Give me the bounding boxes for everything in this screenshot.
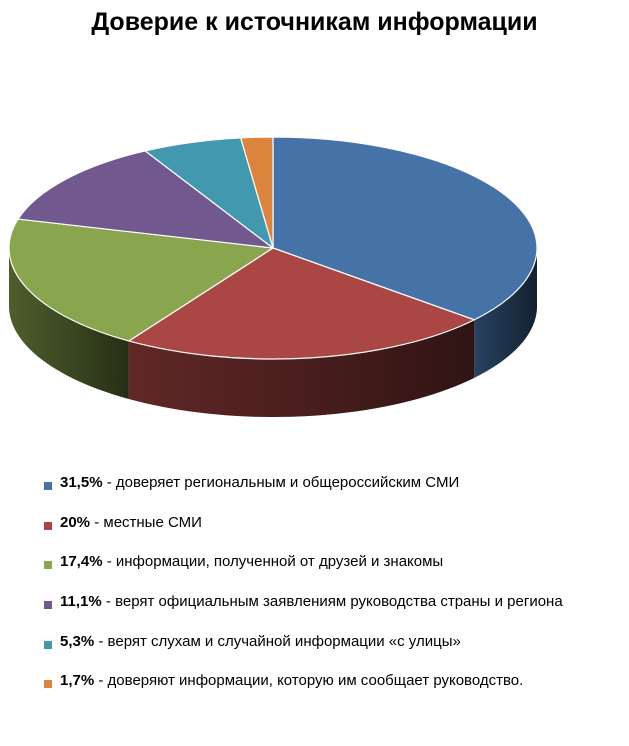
legend-category-label: верят официальным заявлениям руководства… <box>115 593 563 611</box>
pie-slice-1 <box>128 247 475 360</box>
legend-separator: - <box>94 632 108 650</box>
legend-text: 31,5% - доверяет региональным и общеросс… <box>60 474 459 491</box>
legend-item: 11,1% - верят официальным заявлениям рук… <box>44 593 624 633</box>
pie-slice-3 <box>17 150 274 249</box>
pie-sides <box>9 248 537 417</box>
legend-swatch <box>44 601 52 610</box>
legend-separator: - <box>102 553 116 571</box>
legend-text: 20% - местные СМИ <box>60 514 202 531</box>
legend-item: 5,3% - верят слухам и случайной информац… <box>44 633 624 673</box>
legend-swatch <box>44 640 52 649</box>
pie-side-shade-1 <box>128 319 475 417</box>
legend-item: 20% - местные СМИ <box>44 514 624 554</box>
legend-text: 1,7% - доверяют информации, которую им с… <box>60 672 523 689</box>
legend-value-label: 11,1% <box>60 593 102 611</box>
legend-swatch <box>44 521 52 530</box>
pie-slice-0 <box>272 136 538 321</box>
legend-item: 1,7% - доверяют информации, которую им с… <box>44 672 624 712</box>
legend-separator: - <box>90 513 104 531</box>
legend-swatch <box>44 680 52 689</box>
legend-value-label: 31,5% <box>60 474 103 491</box>
legend-text: 11,1% - верят официальным заявлениям рук… <box>60 593 563 610</box>
legend-value-label: 20% <box>60 513 91 531</box>
chart-title: Доверие к источникам информации <box>91 8 538 36</box>
legend-value-label: 1,7% <box>60 672 95 690</box>
legend-swatch <box>44 482 52 490</box>
legend-value-label: 17,4% <box>60 553 103 571</box>
legend-item: 17,4% - информации, полученной от друзей… <box>44 553 624 593</box>
pie-slice-5 <box>240 136 274 249</box>
legend-separator: - <box>94 672 108 690</box>
legend-category-label: местные СМИ <box>103 513 202 531</box>
legend-text: 5,3% - верят слухам и случайной информац… <box>60 633 461 650</box>
pie-side-shade-2 <box>9 248 129 399</box>
legend: 31,5% - доверяет региональным и общеросс… <box>44 474 624 712</box>
pie-side-shade-0 <box>474 248 537 378</box>
pie-tops <box>8 136 538 360</box>
pie-slice-2 <box>8 218 274 342</box>
legend-separator: - <box>101 593 116 611</box>
legend-category-label: верят слухам и случайной информации «с у… <box>107 632 461 650</box>
legend-separator: - <box>102 474 116 491</box>
pie-chart <box>8 136 538 417</box>
legend-swatch <box>44 561 52 570</box>
legend-value-label: 5,3% <box>60 632 95 650</box>
legend-category-label: доверяет региональным и общероссийским С… <box>115 474 460 491</box>
legend-category-label: информации, полученной от друзей и знако… <box>115 553 444 571</box>
legend-item: 31,5% - доверяет региональным и общеросс… <box>44 474 624 514</box>
legend-category-label: доверяют информации, которую им сообщает… <box>107 672 524 690</box>
legend-text: 17,4% - информации, полученной от друзей… <box>60 553 443 570</box>
